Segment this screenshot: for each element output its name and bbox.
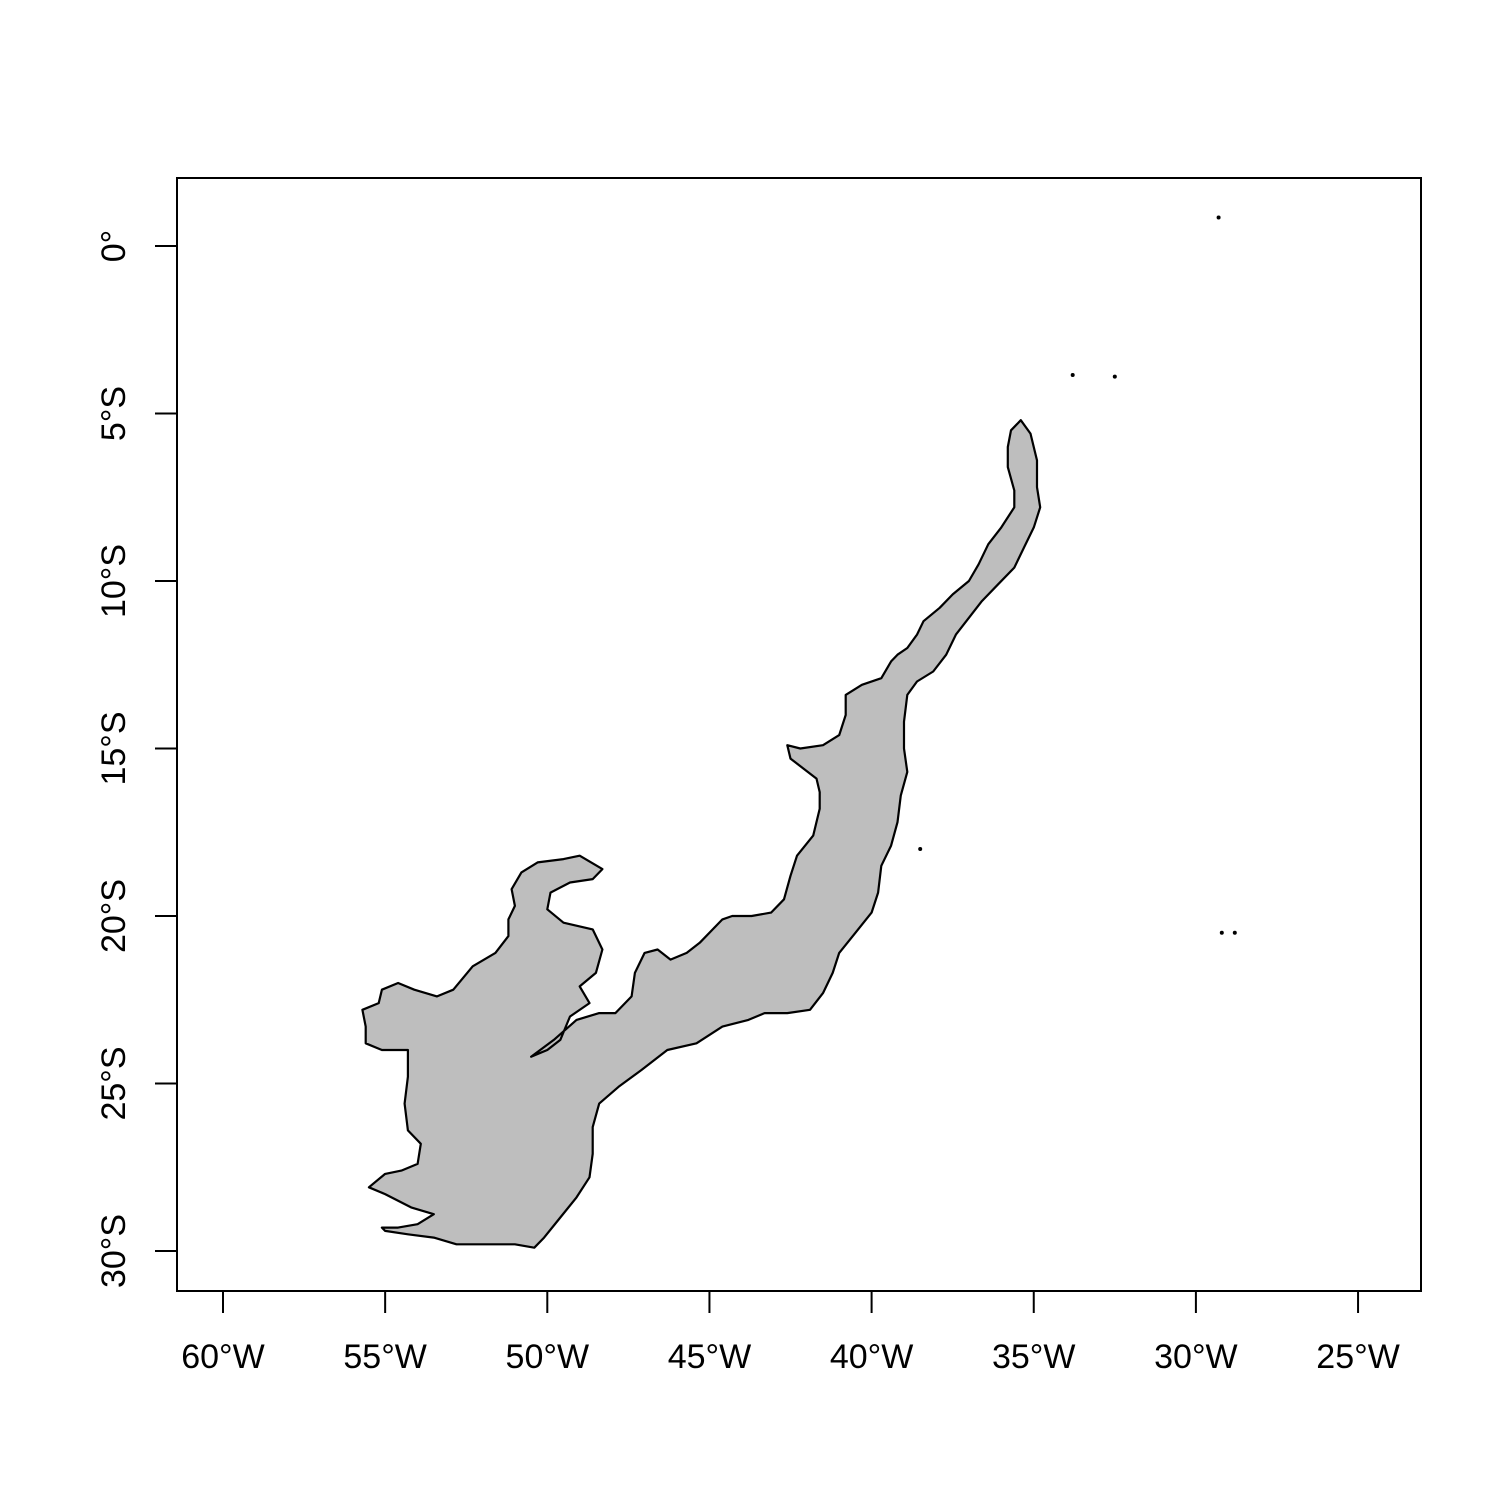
island-mark bbox=[1232, 930, 1237, 935]
x-tick-label: 35°W bbox=[992, 1338, 1076, 1376]
plot-frame bbox=[176, 177, 1422, 1292]
x-tick-label: 60°W bbox=[181, 1338, 265, 1376]
island-mark bbox=[1219, 930, 1224, 935]
x-tick-label: 25°W bbox=[1316, 1338, 1400, 1376]
y-tick-label: 0° bbox=[95, 230, 133, 263]
island-mark bbox=[918, 847, 923, 851]
y-tick-label: 10°S bbox=[95, 544, 133, 618]
x-tick-label: 40°W bbox=[830, 1338, 914, 1376]
main-landmass bbox=[361, 419, 1042, 1249]
x-axis: 60°W 55°W 50°W 45°W 40°W 35°W 30°W 25°W bbox=[181, 1290, 1400, 1376]
x-tick-label: 55°W bbox=[343, 1338, 427, 1376]
x-tick-label: 50°W bbox=[506, 1338, 590, 1376]
y-tick-label: 30°S bbox=[95, 1214, 133, 1288]
island-mark bbox=[1216, 215, 1221, 220]
y-axis: 0° 5°S 10°S 15°S 20°S 25°S 30°S bbox=[95, 230, 178, 1288]
y-tick-label: 5°S bbox=[95, 386, 133, 441]
land-layer bbox=[361, 419, 1042, 1249]
island-mark bbox=[1112, 374, 1117, 379]
x-tick-label: 45°W bbox=[668, 1338, 752, 1376]
y-tick-label: 20°S bbox=[95, 879, 133, 953]
x-tick-label: 30°W bbox=[1154, 1338, 1238, 1376]
y-tick-label: 25°S bbox=[95, 1046, 133, 1120]
island-mark bbox=[1070, 373, 1075, 377]
y-tick-label: 15°S bbox=[95, 711, 133, 785]
island-layer bbox=[918, 215, 1237, 935]
